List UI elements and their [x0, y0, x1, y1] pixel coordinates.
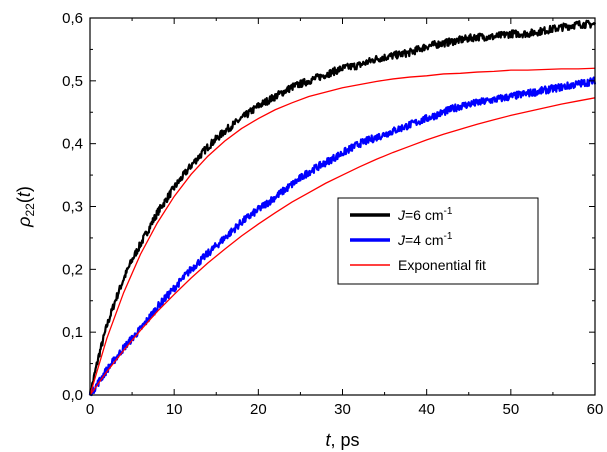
y-axis-title-subscript: 22 [23, 203, 37, 217]
y-tick-label: 0,0 [62, 387, 83, 404]
legend-label-j4-mid: =4 cm [405, 232, 444, 248]
legend-label-j4: J=4 cm-1 [397, 231, 453, 248]
tick-labels: 0 10 20 30 40 50 60 0,0 0,1 0,2 0,3 0,4 0,5 0,6 [62, 10, 603, 418]
series-fit6 [89, 67, 596, 396]
y-tick-label: 0,1 [62, 324, 83, 341]
legend-label-fit-text: Exponential fit [398, 257, 486, 273]
legend-label-j4-sup: -1 [444, 231, 453, 242]
ticks-layer [89, 17, 596, 396]
y-tick-label: 0,5 [62, 73, 83, 90]
legend-label-j4-prefix: J [397, 232, 406, 248]
x-tick-label: 50 [502, 401, 519, 418]
series-j4 [88, 76, 597, 397]
x-tick-label: 30 [334, 401, 351, 418]
y-tick-label: 0,4 [62, 136, 83, 153]
legend-label-j6: J=6 cm-1 [397, 206, 453, 223]
y-tick-label: 0,6 [62, 10, 83, 27]
y-axis-title-paren-close: ) [14, 186, 34, 192]
x-tick-label: 10 [166, 401, 183, 418]
y-axis-title-rho: ρ [14, 217, 34, 228]
x-tick-label: 20 [250, 401, 267, 418]
legend: J=6 cm-1 J=4 cm-1 Exponential fit [337, 197, 539, 285]
legend-label-j6-mid: =6 cm [405, 207, 444, 223]
x-axis-title-unit: , ps [331, 430, 360, 450]
x-tick-label: 40 [418, 401, 435, 418]
y-axis-title: ρ22(t) [14, 186, 37, 228]
legend-label-fit: Exponential fit [398, 257, 486, 273]
x-tick-label: 0 [86, 401, 94, 418]
x-tick-label: 60 [587, 401, 604, 418]
y-axis-title-paren-open: ( [14, 197, 34, 203]
y-tick-label: 0,2 [62, 261, 83, 278]
y-tick-label: 0,3 [62, 199, 83, 216]
legend-label-j6-prefix: J [397, 207, 406, 223]
series-fit4 [89, 97, 596, 396]
x-axis-title: t, ps [325, 430, 359, 450]
series-layer [88, 19, 597, 397]
series-j6 [88, 19, 597, 396]
legend-label-j6-sup: -1 [444, 206, 453, 217]
y-axis-title-var: t [14, 191, 34, 197]
x-axis-title-var: t [325, 430, 331, 450]
